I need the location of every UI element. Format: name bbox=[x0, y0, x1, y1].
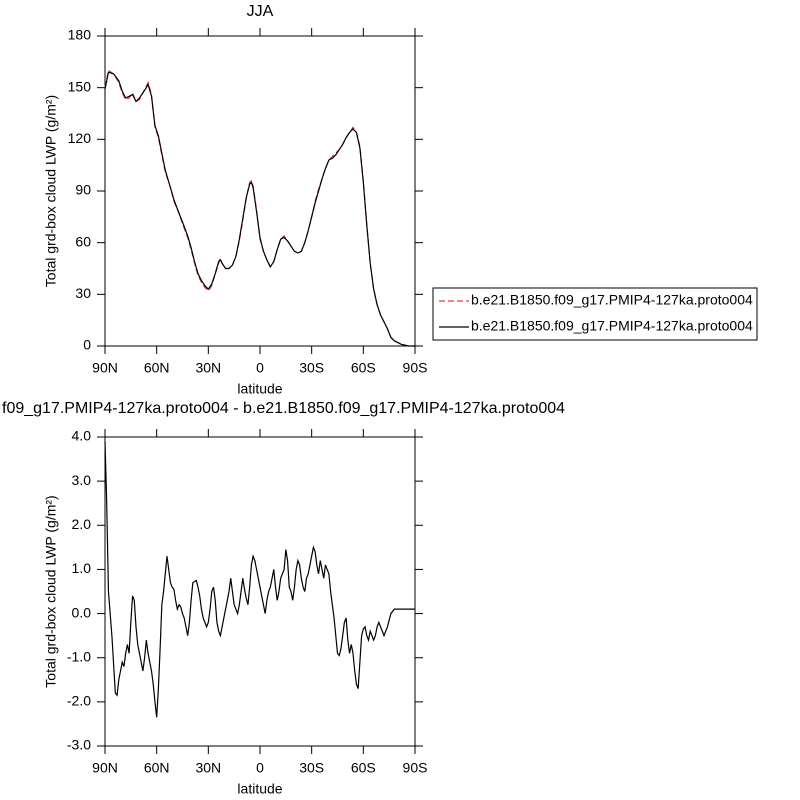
y-tick-label: 4.0 bbox=[72, 428, 92, 444]
x-tick-label: 30S bbox=[299, 760, 324, 776]
plot-frame bbox=[104, 35, 416, 347]
x-tick-label: 60S bbox=[351, 760, 376, 776]
data-line bbox=[104, 69, 415, 347]
data-line bbox=[104, 71, 415, 347]
x-tick-label: 60N bbox=[144, 760, 170, 776]
y-tick-label: 30 bbox=[75, 285, 91, 301]
y-tick-label: 60 bbox=[75, 233, 91, 249]
data-line bbox=[104, 441, 415, 718]
y-axis-label: Total grd-box cloud LWP (g/m²) bbox=[43, 495, 59, 687]
x-tick-label: 90N bbox=[92, 360, 118, 376]
y-tick-label: 0.0 bbox=[72, 604, 92, 620]
x-tick-label: 60S bbox=[351, 360, 376, 376]
x-tick-label: 60N bbox=[144, 360, 170, 376]
y-tick-label: -3.0 bbox=[67, 737, 91, 753]
x-axis-label: latitude bbox=[237, 381, 282, 397]
x-tick-label: 30N bbox=[195, 360, 221, 376]
x-tick-label: 90S bbox=[403, 360, 428, 376]
chart-title: f09_g17.PMIP4-127ka.proto004 - b.e21.B18… bbox=[2, 400, 565, 417]
y-tick-label: 0 bbox=[83, 337, 91, 353]
x-tick-label: 30S bbox=[299, 360, 324, 376]
y-tick-label: 150 bbox=[68, 78, 92, 94]
x-tick-label: 0 bbox=[256, 360, 264, 376]
legend-label: b.e21.B1850.f09_g17.PMIP4-127ka.proto004 bbox=[471, 292, 753, 308]
y-axis-label: Total grd-box cloud LWP (g/m²) bbox=[43, 95, 59, 287]
y-tick-label: 90 bbox=[75, 182, 91, 198]
y-tick-label: 2.0 bbox=[72, 516, 92, 532]
plot-frame bbox=[104, 436, 416, 747]
y-tick-label: -2.0 bbox=[67, 693, 91, 709]
legend-box bbox=[432, 287, 758, 341]
x-tick-label: 30N bbox=[195, 760, 221, 776]
x-axis-label: latitude bbox=[237, 781, 282, 797]
x-tick-label: 90S bbox=[403, 760, 428, 776]
y-tick-label: 180 bbox=[68, 27, 92, 43]
y-tick-label: 1.0 bbox=[72, 560, 92, 576]
x-tick-label: 90N bbox=[92, 760, 118, 776]
chart-title: JJA bbox=[247, 3, 274, 20]
y-tick-label: -1.0 bbox=[67, 648, 91, 664]
y-tick-label: 3.0 bbox=[72, 472, 92, 488]
x-tick-label: 0 bbox=[256, 760, 264, 776]
legend-label: b.e21.B1850.f09_g17.PMIP4-127ka.proto004 bbox=[471, 318, 753, 334]
y-tick-label: 120 bbox=[68, 130, 92, 146]
